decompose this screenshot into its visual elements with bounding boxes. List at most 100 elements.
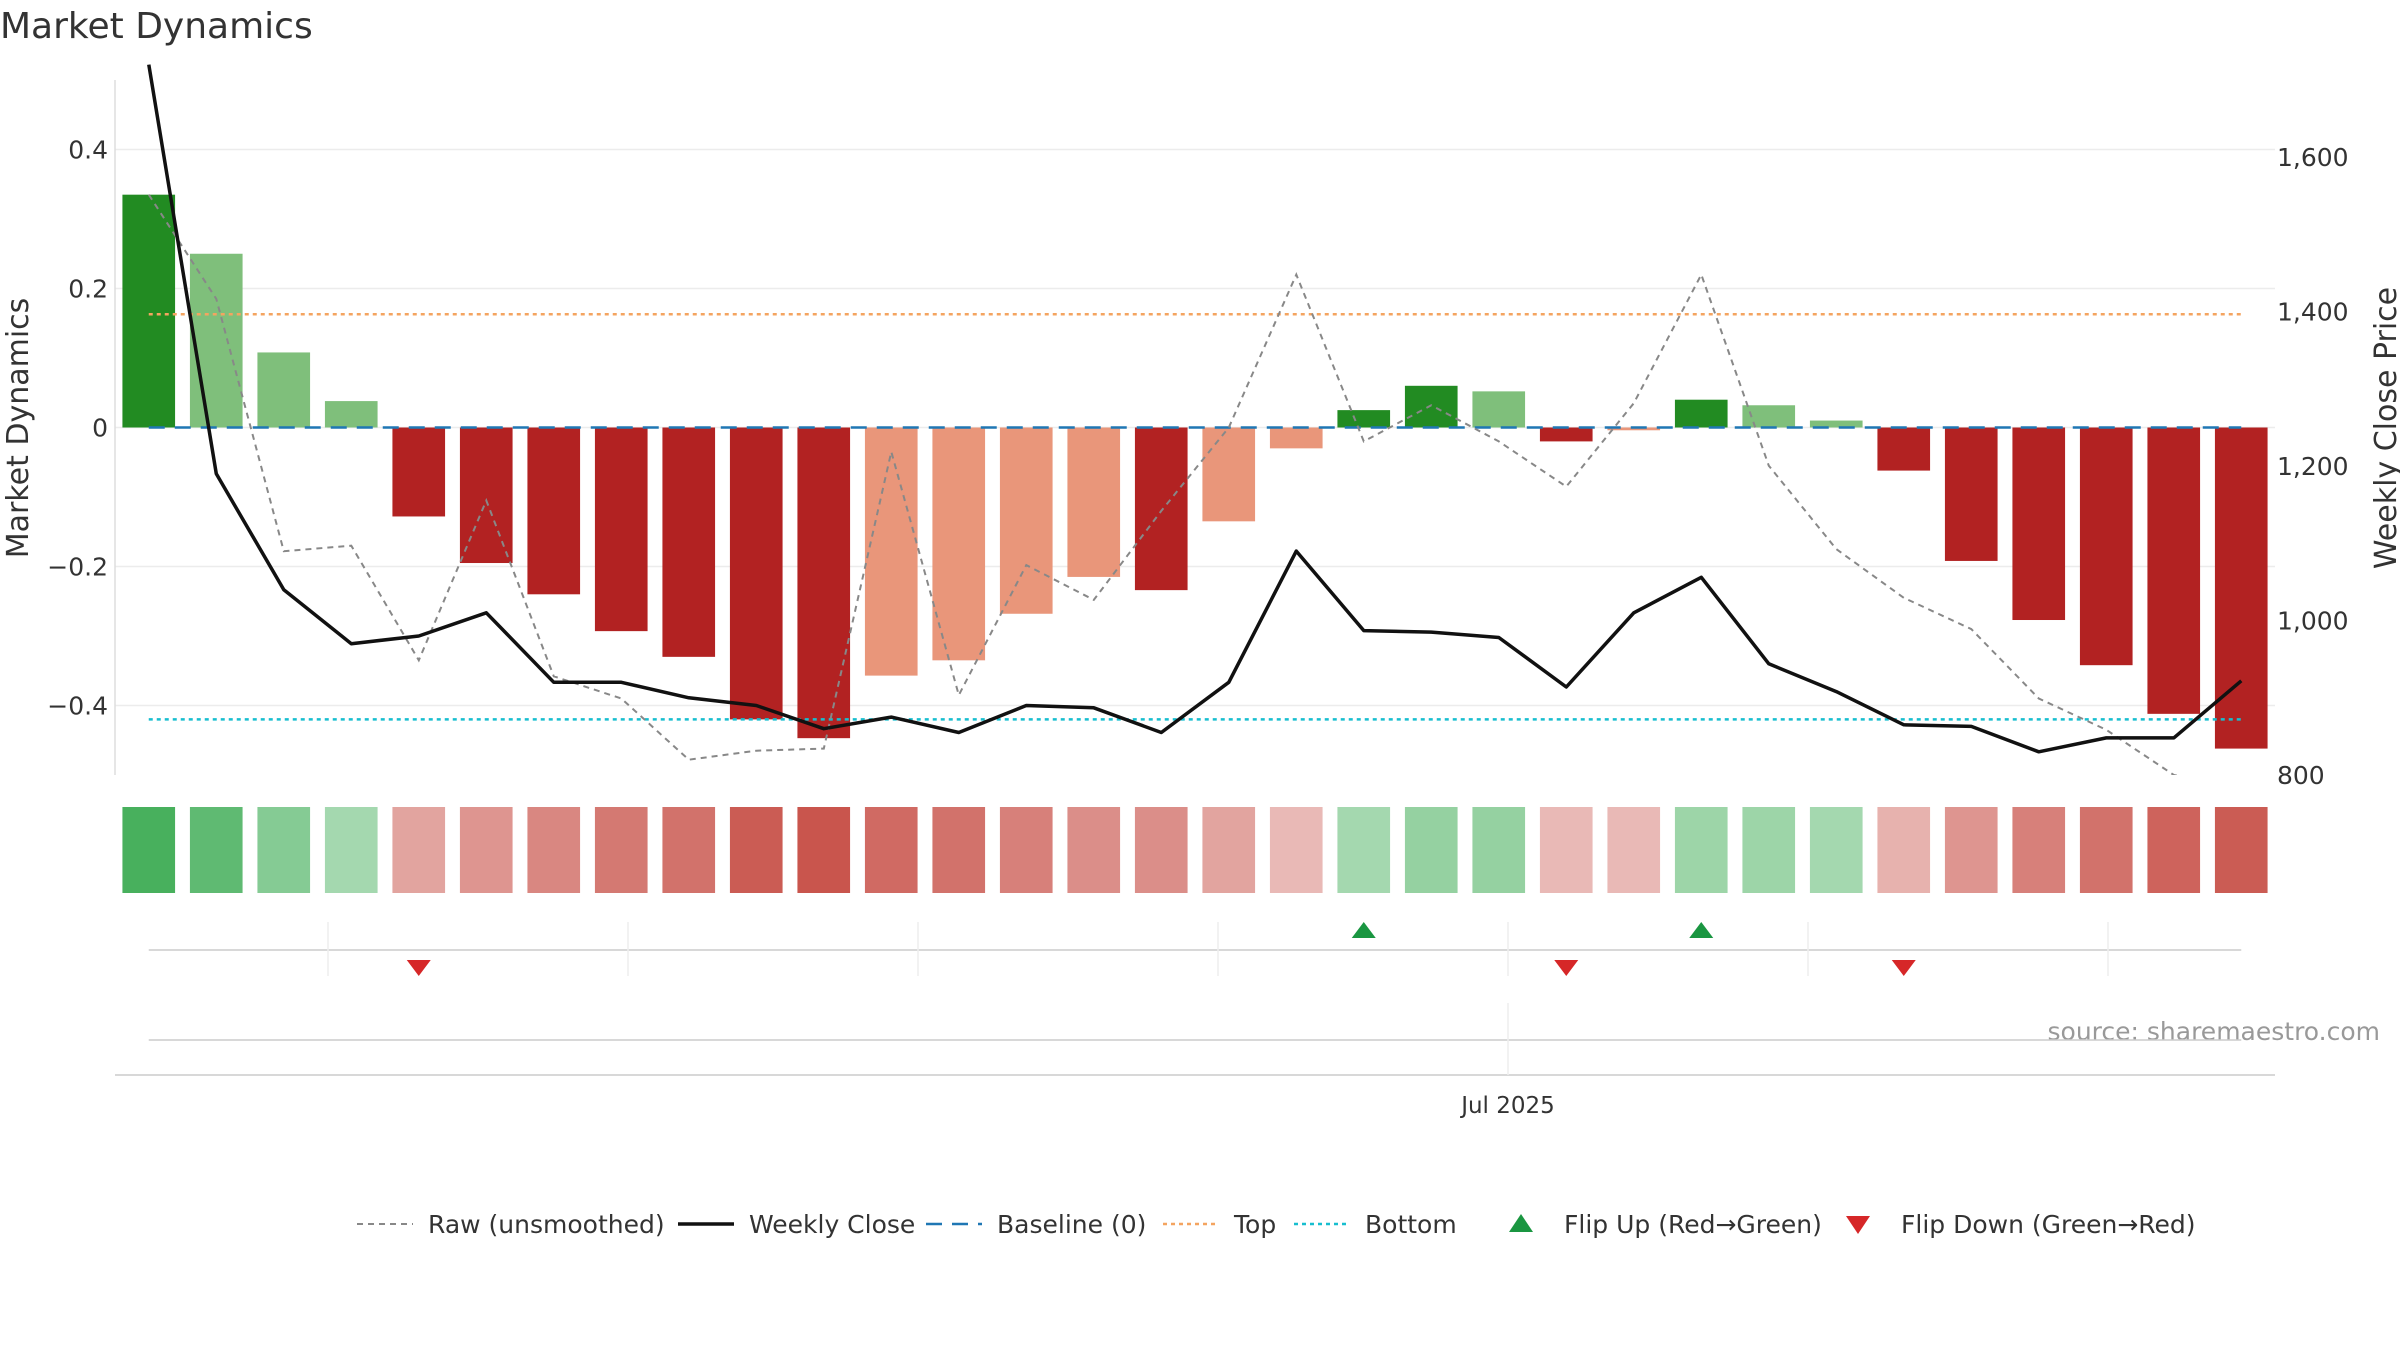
strip-cell — [932, 807, 986, 893]
strip-cell — [2147, 807, 2201, 893]
strip-cell — [527, 807, 581, 893]
legend-swatch — [1846, 1216, 1870, 1234]
regime-strip — [122, 807, 2268, 893]
bar — [2079, 427, 2133, 666]
bar — [1539, 427, 1593, 442]
bar — [1337, 410, 1391, 428]
legend-label: Raw (unsmoothed) — [428, 1210, 665, 1239]
line-series — [147, 64, 2243, 775]
bar — [2214, 427, 2268, 749]
bar — [122, 194, 176, 428]
left-tick-label: 0.2 — [68, 275, 108, 304]
bar — [459, 427, 513, 564]
bar — [189, 253, 243, 428]
legend: Raw (unsmoothed) Weekly Close Baseline (0)… — [357, 1210, 2196, 1239]
left-axis-label: Market Dynamics — [1, 298, 36, 559]
strip-cell — [324, 807, 378, 893]
strip-cell — [1539, 807, 1593, 893]
axes: 0.4 0.2 0 −0.2 −0.4 1,600 1,400 1,200 1,000 800 — [47, 80, 2349, 790]
bar — [527, 427, 581, 595]
strip-cell — [1742, 807, 1796, 893]
right-tick-label: 800 — [2277, 761, 2325, 790]
strip-cell — [1674, 807, 1728, 893]
source-text: source: sharemaestro.com — [2048, 1017, 2381, 1046]
legend-label: Top — [1233, 1210, 1276, 1239]
bar — [1404, 385, 1458, 428]
bar — [594, 427, 648, 632]
legend-swatch — [1509, 1214, 1533, 1232]
left-tick-label: 0 — [92, 414, 108, 443]
bar — [1067, 427, 1121, 577]
right-tick-label: 1,200 — [2277, 452, 2349, 481]
bar — [1607, 427, 1661, 431]
bar — [932, 427, 986, 661]
bar — [392, 427, 446, 517]
legend-label: Weekly Close — [749, 1210, 915, 1239]
strip-cell — [392, 807, 446, 893]
strip-cell — [662, 807, 716, 893]
strip-cell — [1472, 807, 1526, 893]
legend-label: Bottom — [1365, 1210, 1457, 1239]
strip-cell — [864, 807, 918, 893]
strip-cell — [1944, 807, 1998, 893]
right-tick-label: 1,400 — [2277, 298, 2349, 327]
strip-cell — [189, 807, 243, 893]
strip-cell — [2012, 807, 2066, 893]
strip-cell — [1809, 807, 1863, 893]
strip-cell — [1269, 807, 1323, 893]
bar — [1134, 427, 1188, 591]
bar — [2012, 427, 2066, 621]
bar — [1809, 420, 1863, 428]
bar — [1472, 391, 1526, 428]
bar — [257, 352, 311, 428]
bar — [729, 427, 783, 720]
raw-line — [147, 194, 2179, 775]
flip-down-marker — [1891, 960, 1916, 976]
legend-label: Baseline (0) — [997, 1210, 1146, 1239]
right-tick-label: 1,000 — [2277, 607, 2349, 636]
strip-cell — [1404, 807, 1458, 893]
right-axis-label: Weekly Close Price — [2369, 287, 2400, 569]
bar — [1202, 427, 1256, 522]
bar — [1877, 427, 1931, 471]
strip-cell — [797, 807, 851, 893]
weekly-close-line — [147, 64, 2243, 754]
strip-cell — [1134, 807, 1188, 893]
flip-up-marker — [1351, 922, 1376, 938]
legend-label: Flip Down (Green→Red) — [1901, 1210, 2196, 1239]
strip-cell — [594, 807, 648, 893]
flip-down-marker — [406, 960, 431, 976]
flip-up-marker — [1689, 922, 1714, 938]
left-tick-label: 0.4 — [68, 136, 108, 165]
bar — [662, 427, 716, 657]
bar — [1944, 427, 1998, 561]
strip-cell — [1877, 807, 1931, 893]
left-tick-label: −0.2 — [47, 553, 108, 582]
bar — [1674, 399, 1728, 428]
flip-down-marker — [1554, 960, 1579, 976]
strip-cell — [1607, 807, 1661, 893]
bars-series — [122, 194, 2268, 749]
strip-cell — [459, 807, 513, 893]
flip-markers — [148, 922, 2242, 976]
strip-cell — [2079, 807, 2133, 893]
chart-title: Market Dynamics — [0, 6, 313, 47]
bar — [1269, 427, 1323, 449]
right-tick-label: 1,600 — [2277, 143, 2349, 172]
bar — [2147, 427, 2201, 714]
bar — [1742, 405, 1796, 428]
strip-cell — [729, 807, 783, 893]
strip-cell — [1067, 807, 1121, 893]
legend-label: Flip Up (Red→Green) — [1564, 1210, 1822, 1239]
x-tick-label: Jul 2025 — [1459, 1093, 1555, 1119]
strip-cell — [999, 807, 1053, 893]
strip-cell — [1337, 807, 1391, 893]
strip-cell — [1202, 807, 1256, 893]
strip-cell — [122, 807, 176, 893]
bar — [999, 427, 1053, 614]
left-tick-label: −0.4 — [47, 692, 108, 721]
strip-cell — [257, 807, 311, 893]
bar — [864, 427, 918, 676]
x-axis: Jul 2025 — [115, 1003, 2275, 1119]
